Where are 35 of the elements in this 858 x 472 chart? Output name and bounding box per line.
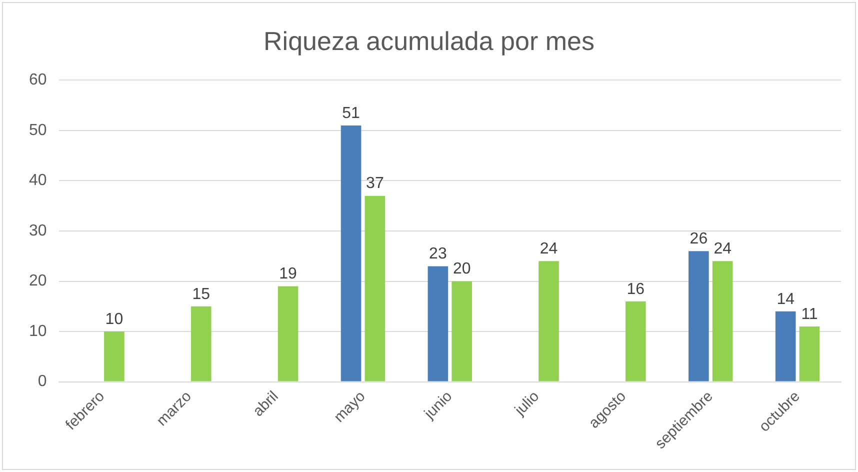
bar <box>364 196 386 382</box>
data-label: 20 <box>452 260 471 278</box>
x-tick-label: julio <box>510 388 543 420</box>
data-label: 26 <box>690 230 708 248</box>
y-tick-label: 60 <box>29 72 47 89</box>
bar <box>428 266 448 382</box>
y-tick-label: 10 <box>29 322 47 340</box>
bar <box>104 332 124 382</box>
y-tick-label: 20 <box>29 272 47 290</box>
data-label: 19 <box>279 266 298 283</box>
y-tick-label: 50 <box>29 122 47 139</box>
bar <box>190 306 212 382</box>
data-label: 10 <box>105 310 124 328</box>
data-label: 14 <box>776 290 795 308</box>
bar <box>799 326 820 382</box>
bar <box>538 261 559 382</box>
bar <box>626 301 646 382</box>
data-label: 15 <box>192 286 210 303</box>
bar <box>452 281 472 382</box>
bar <box>775 311 796 382</box>
data-label: 51 <box>342 104 360 122</box>
bar <box>688 251 709 382</box>
data-label: 24 <box>540 240 558 258</box>
y-tick-label: 40 <box>29 172 47 190</box>
data-label: 37 <box>366 175 384 192</box>
chart-title: Riqueza acumulada por mes <box>264 26 594 56</box>
data-label: 24 <box>714 240 732 258</box>
y-tick-label: 30 <box>29 222 47 240</box>
bar <box>712 261 733 382</box>
data-label: 23 <box>429 246 447 263</box>
data-label: 11 <box>801 306 818 323</box>
bar <box>278 286 298 382</box>
y-tick-label: 0 <box>38 373 47 390</box>
data-label: 16 <box>626 280 645 298</box>
bar <box>340 125 362 382</box>
